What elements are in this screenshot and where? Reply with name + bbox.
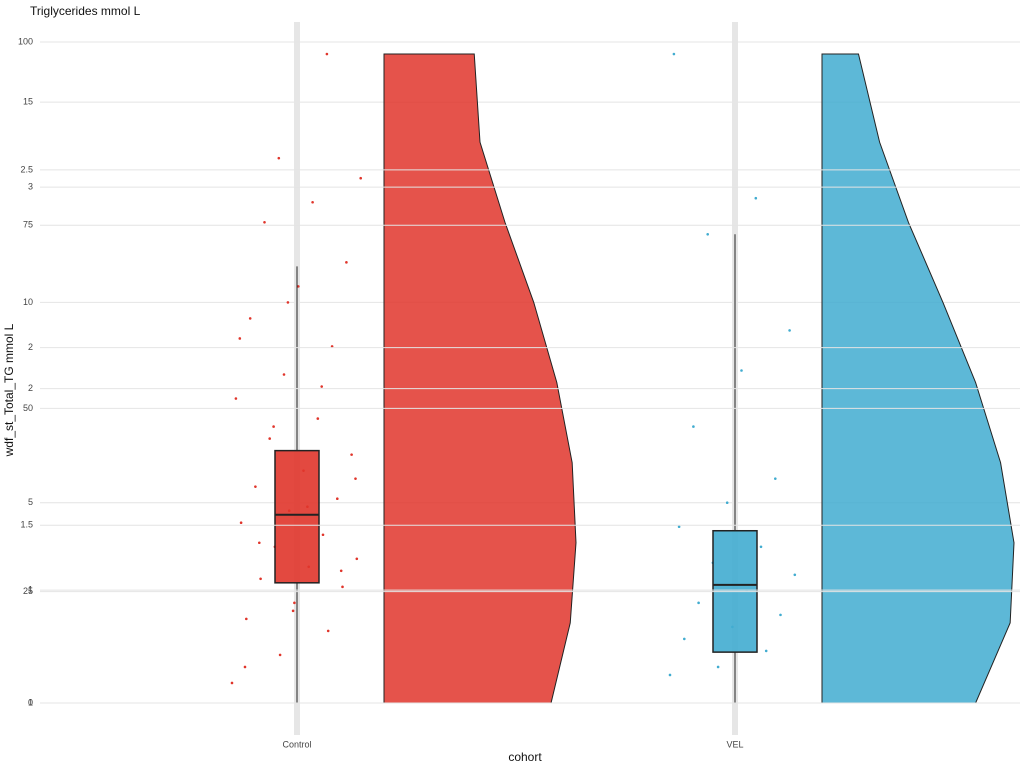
point [716,665,720,669]
point [245,617,248,621]
point [230,681,234,685]
y-tick-label: 2 [28,342,33,352]
point [254,485,257,488]
point [706,232,709,236]
point [355,557,359,561]
y-tick-label: 5 [28,497,33,507]
point [297,285,300,288]
point [286,301,290,304]
point [268,437,272,440]
violin [821,53,1015,704]
point [263,220,266,224]
y-tick-label: 75 [23,220,33,230]
y-tick-label: 100 [18,36,33,46]
point [238,337,242,340]
point [683,637,686,641]
point [692,425,695,428]
y-tick-label: 3 [28,181,33,191]
point [339,569,343,573]
point [321,533,325,537]
point [330,345,334,348]
chart-title: Triglycerides mmol L [30,4,141,18]
y-tick-label: 15 [23,96,33,106]
point [234,397,238,400]
y-tick-label: 0 [28,697,33,707]
point [248,317,252,320]
y-tick-label: 25 [23,586,33,596]
point [740,369,743,372]
point [311,200,314,204]
point [316,417,320,420]
violin [383,53,577,704]
point [788,329,791,332]
box [274,449,320,584]
point [259,577,262,581]
x-tick-label: VEL [726,739,743,749]
point [293,601,296,605]
point [326,629,330,633]
point [359,176,363,180]
y-tick-label: 2.5 [20,164,33,174]
point [239,521,243,525]
point [350,453,353,456]
point [793,573,797,577]
point [774,477,777,480]
point [320,385,324,388]
y-axis-label: wdf_st_Total_TG mmol L [2,323,16,457]
point [672,52,676,56]
point [754,196,758,200]
y-tick-label: 2 [28,383,33,393]
x-axis-label: cohort [508,750,542,764]
point [282,373,286,376]
point [345,261,348,264]
point [779,613,782,617]
point [336,497,339,500]
point [668,673,672,677]
point [725,501,729,504]
y-tick-label: 1 [28,697,33,707]
point [325,52,329,56]
point [278,653,282,657]
point [697,601,700,605]
point [341,585,344,589]
point [272,425,275,428]
point [243,665,247,669]
y-tick-label: 50 [23,403,33,413]
x-tick-label: Control [282,739,311,749]
point [277,156,281,160]
point [354,477,357,480]
point [291,609,295,613]
y-tick-label: 1.5 [20,520,33,530]
point [677,525,681,529]
y-tick-label: 10 [23,297,33,307]
y-tick-label: 1 [28,585,33,595]
point [764,649,768,653]
point [258,541,261,545]
point [759,545,763,549]
